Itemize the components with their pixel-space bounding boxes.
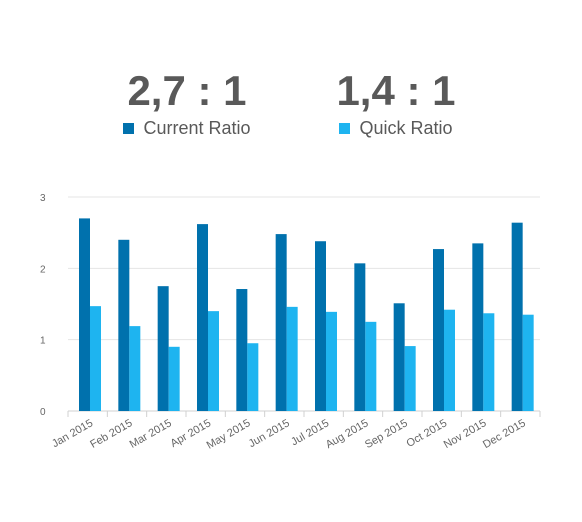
x-tick-label: Oct 2015 [405, 417, 450, 450]
bar-current-ratio [315, 241, 326, 411]
bar-quick-ratio [168, 346, 180, 411]
quick-ratio-kpi: 1,4 : 1 Quick Ratio [326, 66, 466, 139]
x-tick-label: Feb 2015 [88, 417, 134, 451]
x-tick-label: Jan 2015 [50, 417, 95, 450]
quick-ratio-swatch [339, 123, 351, 134]
bar-quick-ratio [247, 343, 259, 411]
x-tick-label: Sep 2015 [363, 417, 410, 451]
bar-current-ratio [79, 218, 90, 411]
bar-quick-ratio [483, 313, 495, 411]
x-tick-label: May 2015 [205, 417, 253, 452]
y-tick-label: 3 [40, 193, 46, 204]
y-tick-label: 0 [40, 407, 46, 418]
bar-quick-ratio [208, 311, 219, 411]
bar-current-ratio [236, 289, 248, 411]
bar-quick-ratio [444, 309, 455, 411]
bar-current-ratio [118, 239, 130, 411]
bar-current-ratio [393, 303, 405, 411]
x-tick-label: Dec 2015 [481, 417, 528, 451]
bar-current-ratio [275, 234, 287, 411]
current-ratio-legend: Current Ratio [112, 118, 262, 139]
chart-grid [67, 196, 541, 417]
bar-current-ratio [472, 243, 484, 411]
bar-quick-ratio [326, 311, 337, 411]
quick-ratio-legend: Quick Ratio [326, 118, 466, 139]
current-ratio-label: Current Ratio [143, 118, 251, 138]
bar-quick-ratio [522, 314, 534, 411]
y-axis-labels: 0 1 2 3 [40, 193, 46, 418]
bar-current-ratio [511, 222, 523, 411]
current-ratio-kpi: 2,7 : 1 Current Ratio [112, 66, 262, 139]
bar-current-ratio [197, 224, 208, 411]
x-tick-label: Nov 2015 [442, 417, 489, 451]
bar-current-ratio [157, 286, 169, 411]
quick-ratio-label: Quick Ratio [359, 118, 453, 138]
x-tick-label: Jun 2015 [247, 417, 292, 450]
bar-quick-ratio [404, 346, 416, 411]
y-tick-label: 2 [40, 264, 46, 275]
bar-quick-ratio [90, 306, 101, 411]
chart-bars [79, 218, 534, 411]
quick-ratio-value: 1,4 : 1 [336, 67, 456, 114]
bar-quick-ratio [129, 326, 141, 411]
current-ratio-value: 2,7 : 1 [127, 67, 247, 114]
y-tick-label: 1 [40, 336, 46, 347]
bar-quick-ratio [365, 321, 377, 411]
x-tick-label: Aug 2015 [324, 417, 371, 451]
x-tick-label: Mar 2015 [128, 417, 174, 451]
bar-current-ratio [354, 263, 366, 411]
bar-quick-ratio [286, 306, 298, 411]
bar-current-ratio [433, 249, 444, 411]
current-ratio-swatch [123, 123, 135, 134]
